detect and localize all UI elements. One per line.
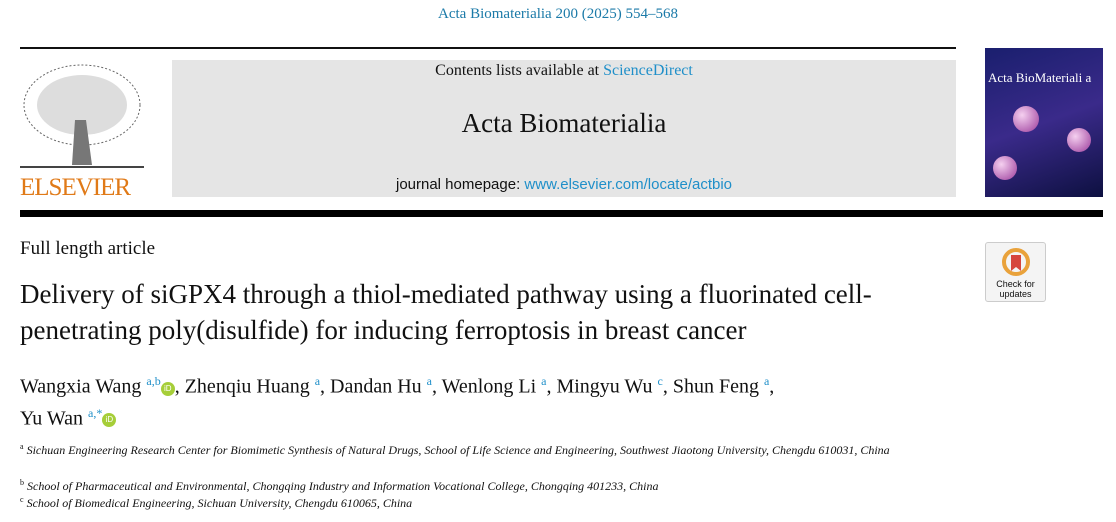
sciencedirect-link[interactable]: ScienceDirect (603, 62, 693, 79)
journal-name: Acta Biomaterialia (461, 108, 667, 138)
affiliation-c: c School of Biomedical Engineering, Sich… (20, 491, 960, 512)
bookmark-icon (1001, 248, 1030, 276)
sphere-icon (1067, 128, 1091, 152)
article-title: Delivery of siGPX4 through a thiol-media… (20, 279, 872, 345)
homepage-text: journal homepage: (395, 176, 525, 193)
homepage-line: journal homepage: www.elsevier.com/locat… (172, 176, 956, 193)
header-bar (20, 210, 1103, 217)
journal-reference[interactable]: Acta Biomaterialia 200 (2025) 554–568 (438, 6, 678, 22)
affiliation-b: b School of Pharmaceutical and Environme… (20, 474, 960, 495)
affiliation-key: c (20, 495, 24, 504)
journal-header-box: Contents lists available at ScienceDirec… (172, 60, 956, 197)
homepage-link[interactable]: www.elsevier.com/locate/actbio (524, 176, 733, 193)
affiliation-key: b (20, 478, 24, 487)
elsevier-logo: ELSEVIER (20, 60, 144, 201)
affiliation-marker[interactable]: a (426, 374, 432, 388)
author[interactable]: Zhenqiu Huang (184, 375, 310, 398)
author[interactable]: Yu Wan (20, 407, 84, 430)
orcid-icon[interactable]: iD (102, 413, 117, 428)
sphere-icon (1013, 106, 1039, 132)
author[interactable]: Wangxia Wang (20, 375, 142, 398)
contents-line: Contents lists available at ScienceDirec… (172, 62, 956, 80)
affiliation-key: a (20, 442, 24, 451)
author[interactable]: Dandan Hu (330, 375, 422, 398)
affiliation-text: Sichuan Engineering Research Center for … (26, 443, 890, 457)
affiliation-a: a Sichuan Engineering Research Center fo… (20, 438, 960, 459)
affiliation-marker[interactable]: a (314, 374, 321, 388)
affiliation-marker[interactable]: a (541, 374, 547, 388)
author[interactable]: Shun Feng (672, 375, 759, 398)
affiliation-text: School of Pharmaceutical and Environment… (27, 479, 659, 493)
check-for-updates-button[interactable]: Check for updates (985, 242, 1046, 302)
affiliation-marker[interactable]: c (657, 374, 663, 388)
author[interactable]: Wenlong Li (441, 375, 537, 398)
cover-title: Acta BioMateriali a (988, 70, 1092, 85)
contents-text: Contents lists available at (435, 62, 604, 79)
sphere-icon (993, 156, 1017, 180)
divider (20, 47, 956, 49)
updates-label: updates (999, 289, 1032, 299)
check-label: Check for (996, 279, 1035, 289)
article-type: Full length article (20, 238, 156, 259)
elsevier-wordmark: ELSEVIER (20, 174, 131, 201)
journal-cover[interactable]: Acta BioMateriali a (985, 48, 1103, 197)
affiliation-marker[interactable]: a,b (146, 374, 161, 388)
affiliation-text: School of Biomedical Engineering, Sichua… (26, 496, 413, 510)
tree-icon (20, 64, 144, 168)
affiliation-marker[interactable]: a (763, 374, 770, 388)
affiliation-marker[interactable]: a,* (88, 405, 103, 420)
author-list: Wangxia Wang a,biD, Zhenqiu Huang a, Dan… (20, 374, 775, 430)
author[interactable]: Mingyu Wu (556, 375, 653, 398)
orcid-icon[interactable]: iD (160, 381, 175, 396)
